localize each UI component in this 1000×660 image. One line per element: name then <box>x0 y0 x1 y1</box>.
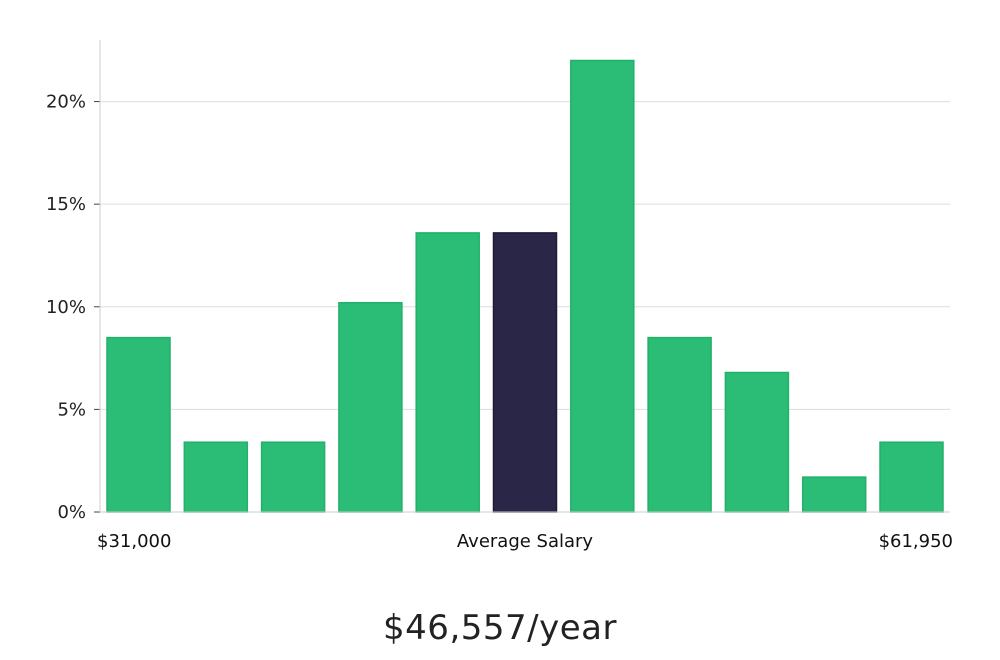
bar <box>415 232 480 513</box>
x-center-label: Average Salary <box>457 531 594 552</box>
bar <box>260 441 326 513</box>
x-max-label: $61,950 <box>879 531 953 552</box>
salary-histogram: 0% 5% 10% 15% 20% $31,000 Average Salary $61… <box>46 40 953 552</box>
bar <box>879 441 944 513</box>
y-tick-label: 20% <box>46 92 86 113</box>
bar <box>647 336 712 513</box>
bar-average-salary <box>492 232 558 513</box>
y-tick-label: 10% <box>46 297 86 318</box>
bar <box>338 301 403 513</box>
bar <box>106 336 171 513</box>
bar <box>801 476 867 513</box>
bars <box>106 59 944 513</box>
average-salary-value: $46,557/year <box>383 608 617 648</box>
bar <box>183 441 249 513</box>
y-tick-label: 0% <box>57 502 86 523</box>
y-tick-label: 15% <box>46 194 86 215</box>
bar <box>570 59 635 513</box>
x-min-label: $31,000 <box>97 531 171 552</box>
y-tick-label: 5% <box>57 399 86 420</box>
bar <box>724 371 790 513</box>
y-axis-ticks: 0% 5% 10% 15% 20% <box>46 92 100 523</box>
